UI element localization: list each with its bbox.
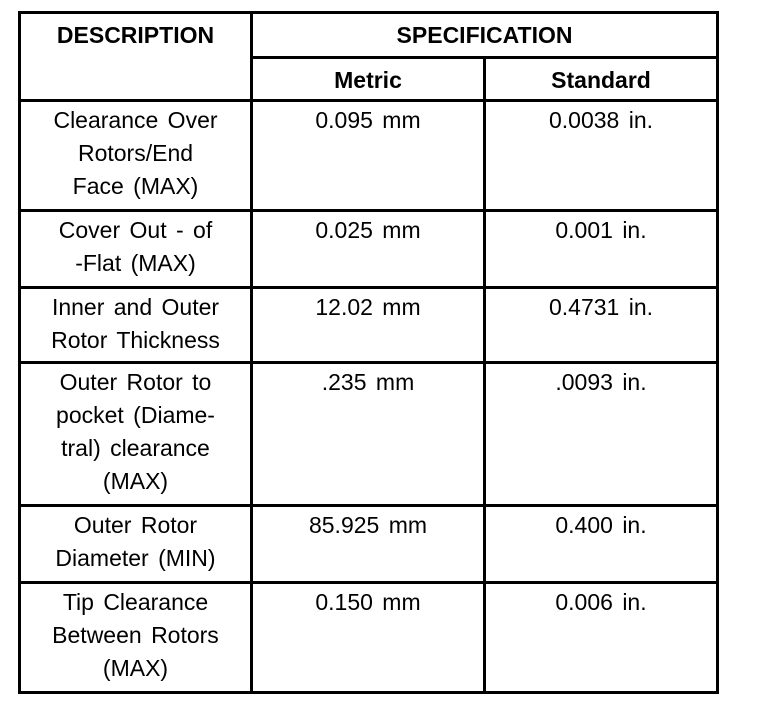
standard-cell: 0.400 in. — [482, 504, 720, 584]
header-metric: Metric — [250, 56, 486, 102]
description-cell: Inner and Outer Rotor Thickness — [18, 286, 253, 364]
table-row: Cover Out - of -Flat (MAX) 0.025 mm 0.00… — [18, 209, 720, 289]
table-row: Inner and Outer Rotor Thickness 12.02 mm… — [18, 286, 720, 364]
standard-cell: 0.4731 in. — [482, 286, 720, 364]
table-row: Clearance Over Rotors/End Face (MAX) 0.0… — [18, 99, 720, 212]
specification-table: DESCRIPTION SPECIFICATION Metric Standar… — [18, 11, 720, 694]
table-row: Outer Rotor to pocket (Diame- tral) clea… — [18, 361, 720, 507]
description-cell: Clearance Over Rotors/End Face (MAX) — [18, 99, 253, 212]
header-standard: Standard — [482, 56, 720, 102]
description-cell: Outer Rotor Diameter (MIN) — [18, 504, 253, 584]
standard-cell: 0.006 in. — [482, 581, 720, 694]
metric-cell: 0.095 mm — [250, 99, 486, 212]
metric-cell: 0.150 mm — [250, 581, 486, 694]
standard-cell: .0093 in. — [482, 361, 720, 507]
header-description: DESCRIPTION — [18, 11, 253, 102]
standard-cell: 0.001 in. — [482, 209, 720, 289]
header-specification: SPECIFICATION — [249, 11, 720, 59]
description-cell: Cover Out - of -Flat (MAX) — [18, 209, 253, 289]
metric-cell: 85.925 mm — [250, 504, 486, 584]
metric-cell: .235 mm — [250, 361, 486, 507]
metric-cell: 12.02 mm — [250, 286, 486, 364]
table-row: Outer Rotor Diameter (MIN) 85.925 mm 0.4… — [18, 504, 720, 584]
standard-cell: 0.0038 in. — [482, 99, 720, 212]
description-cell: Outer Rotor to pocket (Diame- tral) clea… — [18, 361, 253, 507]
table-row: Tip Clearance Between Rotors (MAX) 0.150… — [18, 581, 720, 694]
metric-cell: 0.025 mm — [250, 209, 486, 289]
description-cell: Tip Clearance Between Rotors (MAX) — [18, 581, 253, 694]
